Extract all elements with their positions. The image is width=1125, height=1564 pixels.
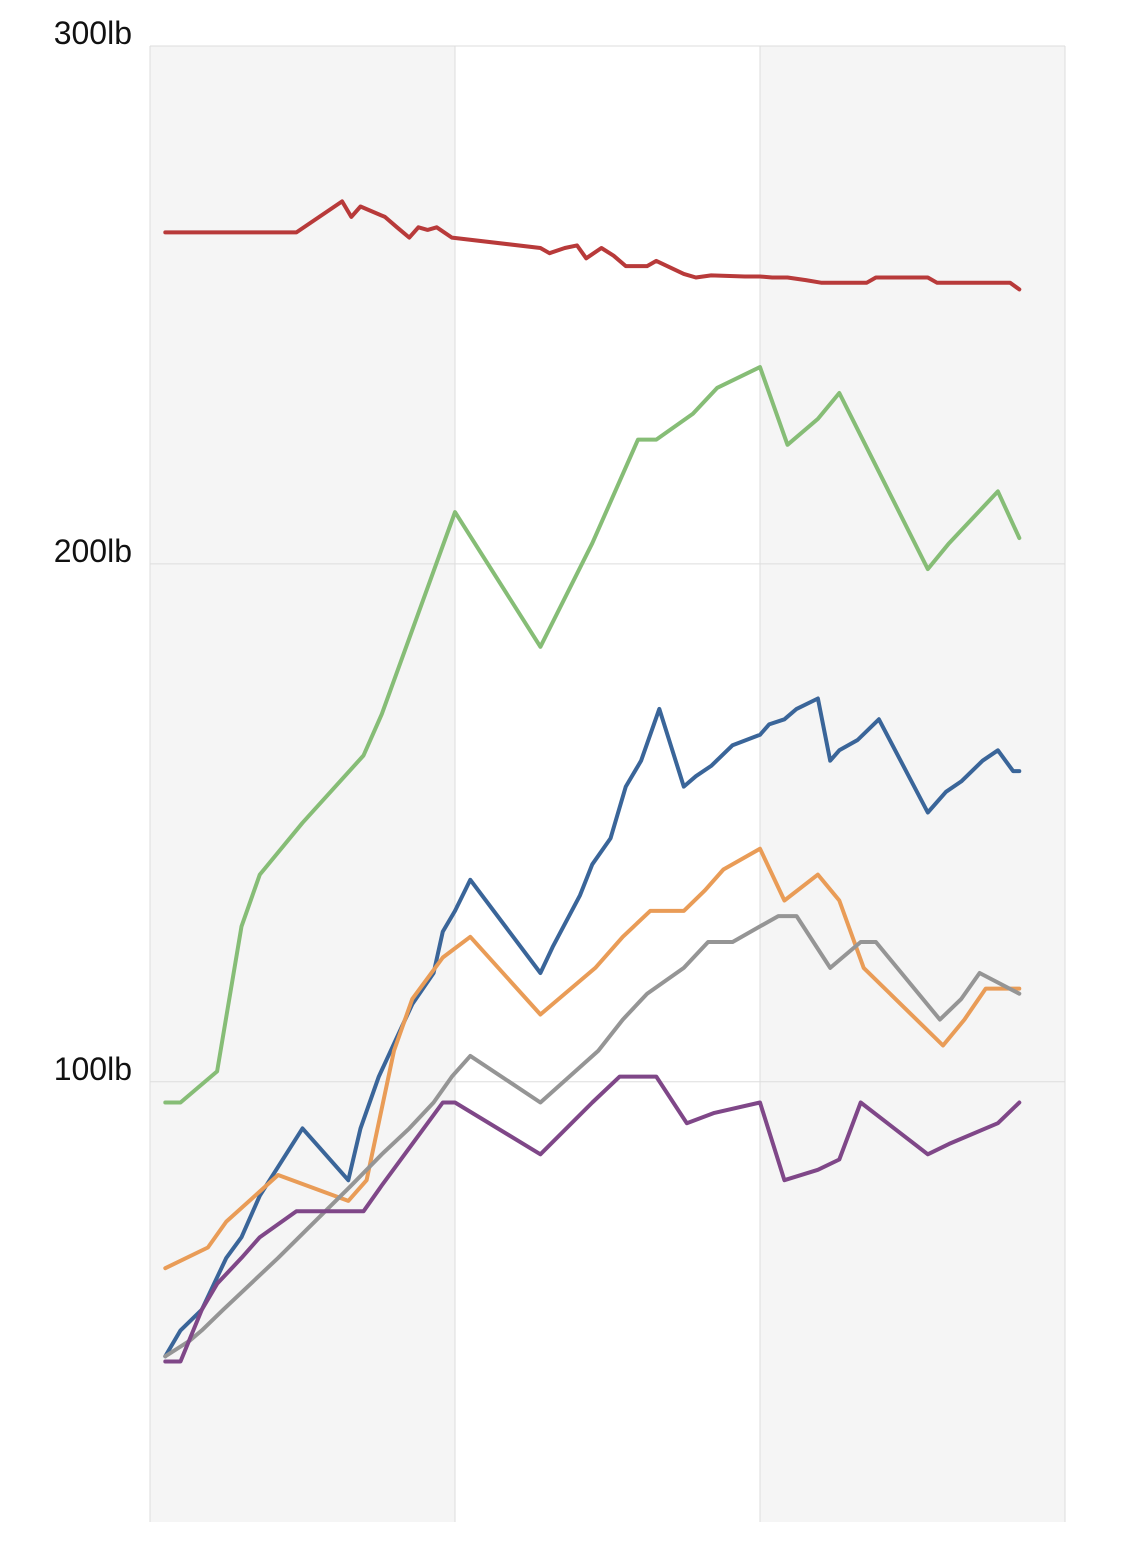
gridlines: [149, 45, 1066, 1522]
series-line-6: [163, 1074, 1022, 1364]
y-axis-tick-labels: 300lb 200lb 100lb: [54, 15, 132, 1087]
series-line-5: [163, 914, 1022, 1359]
y-tick-label: 300lb: [54, 15, 132, 51]
background-band: [150, 46, 455, 1522]
y-tick-label: 100lb: [54, 1051, 132, 1087]
series-line-3: [163, 696, 1022, 1359]
series-line-2: [163, 365, 1022, 1105]
series-line-1: [163, 199, 1022, 292]
series-lines: [163, 199, 1022, 1364]
background-bands: [150, 46, 1065, 1522]
background-band: [455, 46, 760, 1522]
y-tick-label: 200lb: [54, 533, 132, 569]
series-line-4: [163, 846, 1022, 1271]
